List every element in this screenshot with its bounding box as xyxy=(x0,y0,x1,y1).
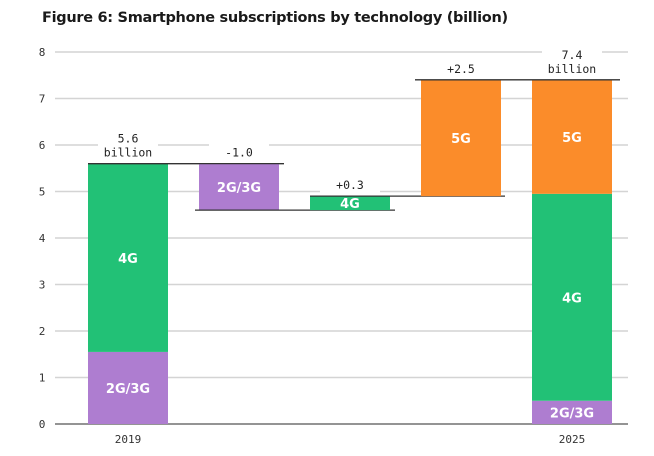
bar-segment-5g xyxy=(421,79,501,197)
y-tick-label: 8 xyxy=(39,46,46,59)
value-annotation: -1.0 xyxy=(225,146,253,160)
y-tick-label: 4 xyxy=(39,232,46,245)
chart-title: Figure 6: Smartphone subscriptions by te… xyxy=(42,10,508,26)
segment-label: 2G/3G xyxy=(106,382,150,397)
value-annotation: billion xyxy=(104,146,152,160)
annotation-background xyxy=(98,129,158,161)
bar-segment-4g xyxy=(310,196,390,211)
y-tick-label: 0 xyxy=(39,418,46,431)
segment-label: 4G xyxy=(562,291,582,306)
value-annotation: 5.6 xyxy=(118,132,139,146)
value-annotation: 7.4 xyxy=(562,48,583,62)
x-tick-label: 2025 xyxy=(559,433,586,446)
y-tick-label: 3 xyxy=(39,279,46,292)
y-tick-label: 1 xyxy=(39,372,46,385)
y-tick-label: 6 xyxy=(39,139,46,152)
bar-segment-5g xyxy=(532,79,612,194)
y-tick-label: 7 xyxy=(39,93,46,106)
annotation-background xyxy=(320,176,380,194)
y-tick-label: 5 xyxy=(39,186,46,199)
segment-label: 2G/3G xyxy=(217,181,261,196)
segment-label: 5G xyxy=(562,131,582,146)
annotation-background xyxy=(431,59,491,77)
value-annotation: +0.3 xyxy=(336,178,364,192)
bar-segment-4g xyxy=(88,163,168,352)
annotation-background xyxy=(209,143,269,161)
segment-label: 5G xyxy=(451,132,471,147)
x-tick-label: 2019 xyxy=(115,433,142,446)
segment-label: 4G xyxy=(340,197,360,212)
value-annotation: +2.5 xyxy=(447,62,475,76)
y-tick-label: 2 xyxy=(39,325,46,338)
annotation-background xyxy=(542,45,602,77)
bar-segment-4g xyxy=(532,193,612,401)
segment-label: 4G xyxy=(118,252,138,267)
segment-label: 2G/3G xyxy=(550,406,594,421)
bar-segment-2g-3g xyxy=(199,163,279,211)
bar-segment-2g-3g xyxy=(532,400,612,424)
value-annotation: billion xyxy=(548,62,596,76)
bar-segment-2g-3g xyxy=(88,351,168,424)
